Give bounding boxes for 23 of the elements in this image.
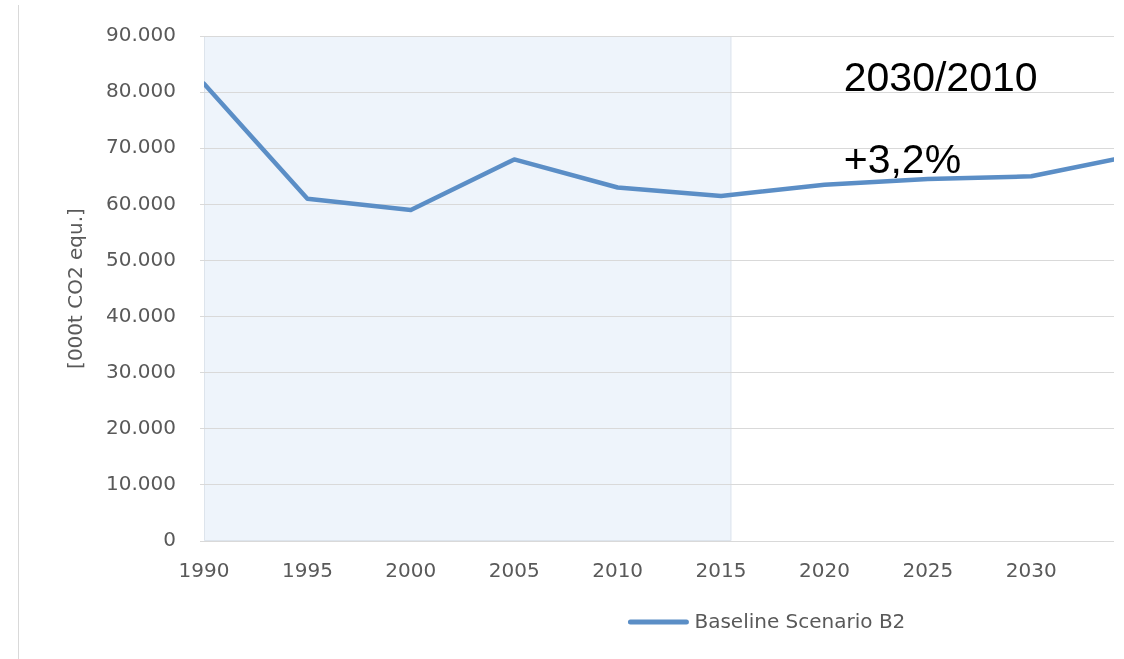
- x-tick-label: 1995: [281, 558, 333, 583]
- y-tick-label: 40.000: [106, 302, 176, 327]
- x-tick-label: 2000: [385, 558, 437, 583]
- legend-label: Baseline Scenario B2: [694, 609, 906, 634]
- annotation: +3,2%: [843, 135, 962, 182]
- y-tick-label: 0: [163, 527, 176, 552]
- y-tick-label: 80.000: [106, 78, 176, 103]
- y-tick-label: 50.000: [106, 246, 176, 271]
- x-tick-label: 2005: [488, 558, 540, 583]
- y-tick-label: 30.000: [106, 358, 176, 383]
- x-tick-label: 1990: [178, 558, 230, 583]
- x-tick-label: 2025: [902, 558, 954, 583]
- annotation: 2030/2010: [843, 53, 1038, 100]
- x-tick-label: 2020: [799, 558, 850, 583]
- y-tick-label: 70.000: [106, 134, 176, 159]
- x-tick-label: 2015: [695, 558, 747, 583]
- y-tick-label: 60.000: [106, 190, 176, 215]
- x-tick-label: 2010: [592, 558, 644, 583]
- y-tick-label: 10.000: [106, 471, 176, 496]
- x-tick-label: 2030: [1005, 558, 1057, 583]
- y-axis-title: [000t CO2 equ.]: [63, 208, 88, 369]
- y-tick-label: 90.000: [106, 22, 176, 47]
- y-tick-label: 20.000: [106, 414, 176, 439]
